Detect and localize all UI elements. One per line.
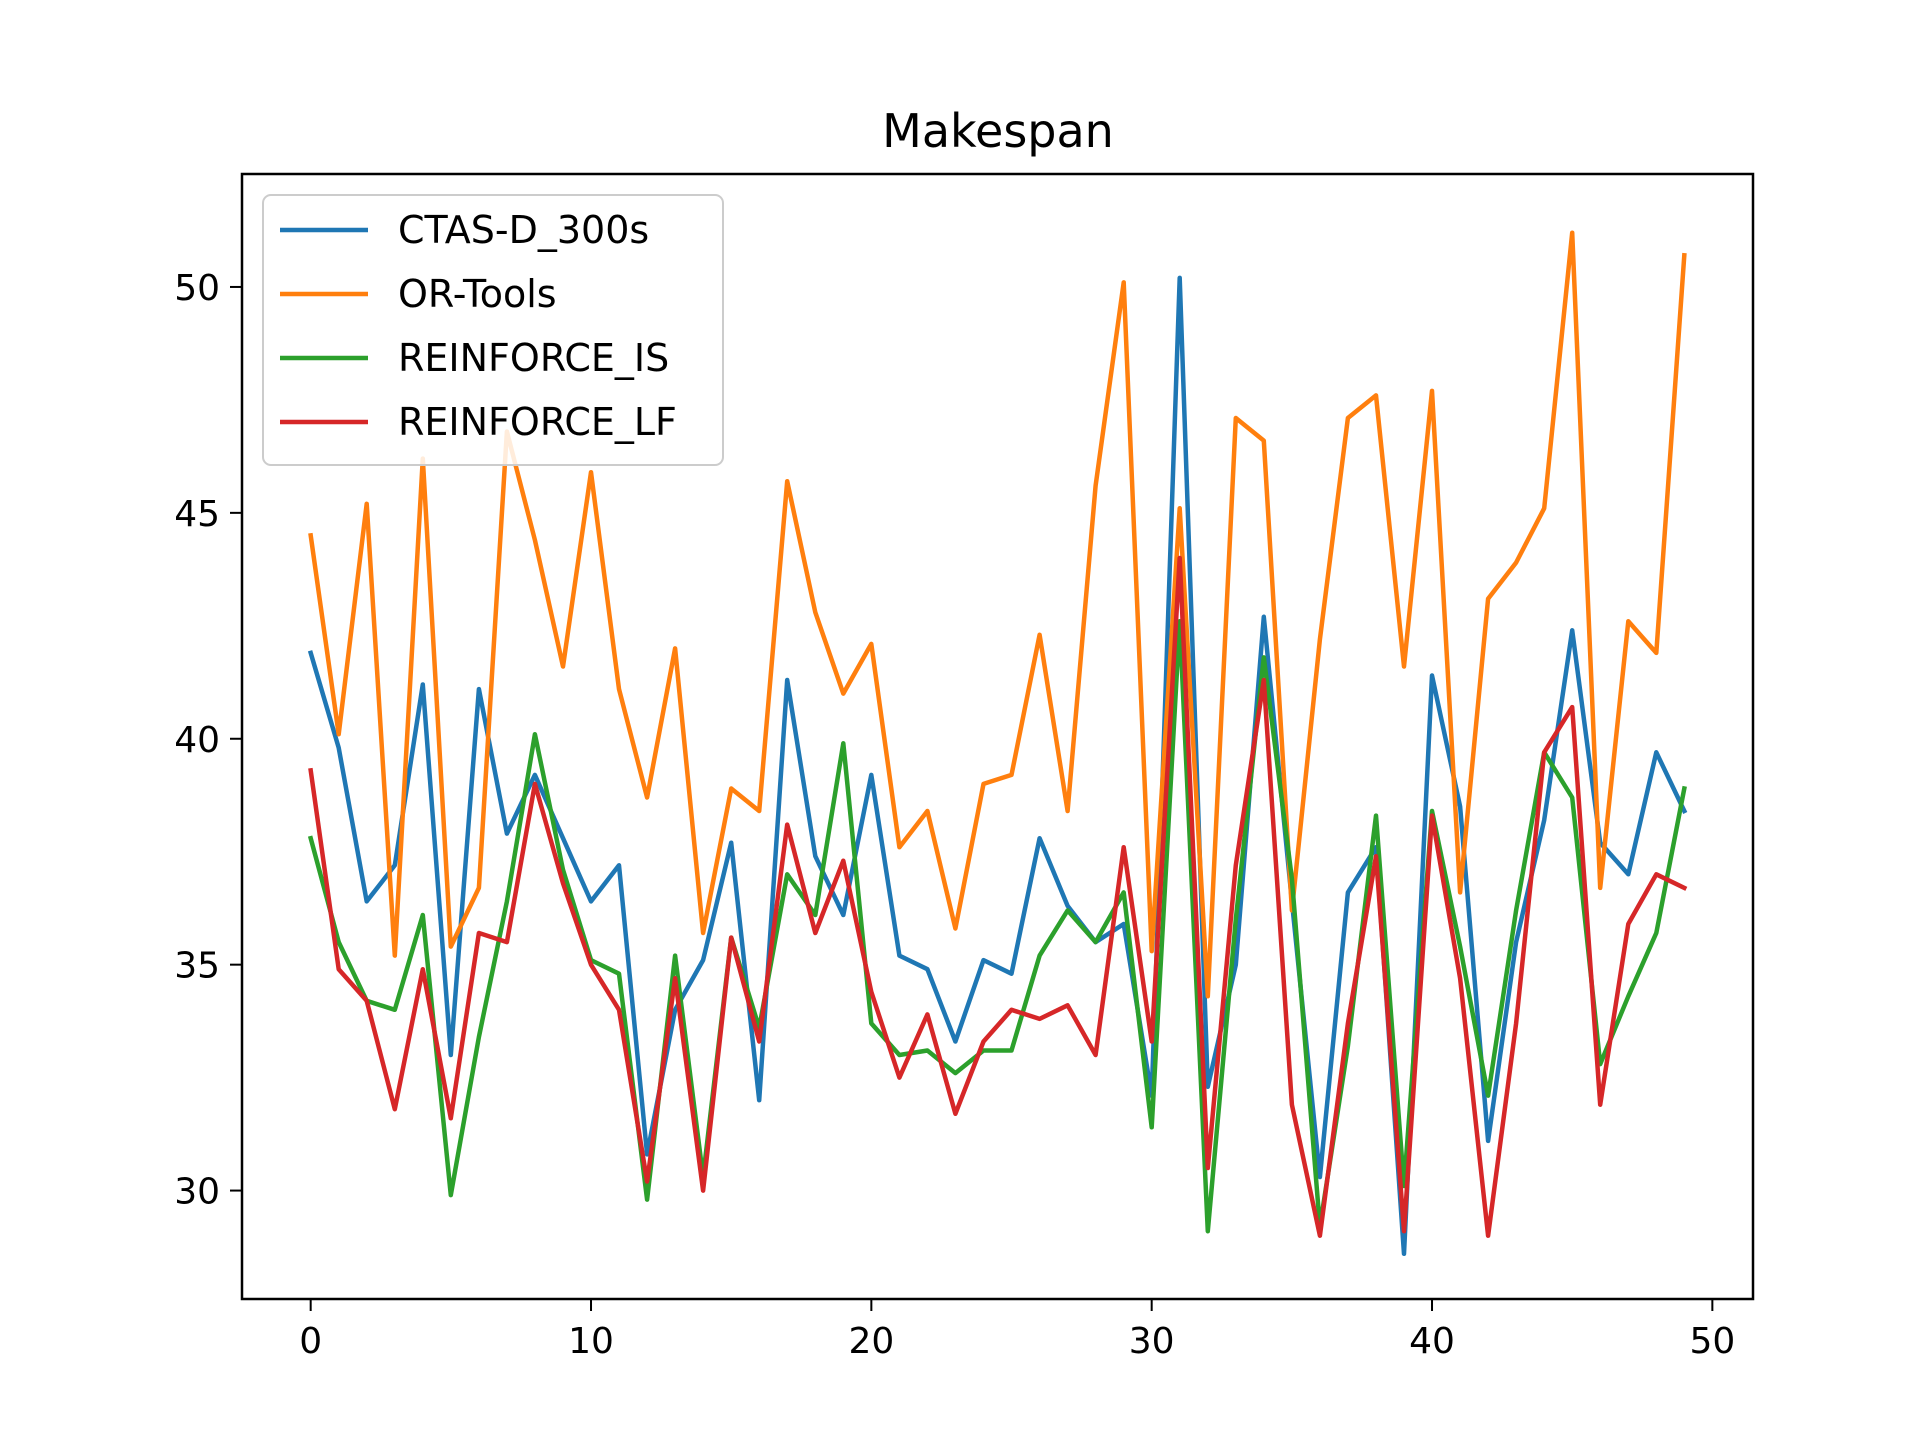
legend-box xyxy=(262,194,724,466)
x-axis-ticks: 0 10 20 30 40 50 xyxy=(299,1299,1735,1362)
legend-label: REINFORCE_IS xyxy=(398,336,669,380)
legend-label: CTAS-D_300s xyxy=(398,208,649,252)
legend-label: REINFORCE_LF xyxy=(398,400,677,444)
plot-lines xyxy=(307,230,1688,1257)
y-tick-label: 50 xyxy=(174,268,220,309)
y-tick-label: 30 xyxy=(174,1172,220,1213)
legend: CTAS-D_300s OR-Tools REINFORCE_IS REINFORCE… xyxy=(262,194,724,466)
series-line-1 xyxy=(308,230,1687,999)
plot-frame xyxy=(240,172,1755,1301)
x-tick-label: 40 xyxy=(1409,1321,1455,1362)
y-tick-label: 35 xyxy=(174,946,220,987)
x-tick-label: 50 xyxy=(1689,1321,1735,1362)
y-axis-ticks: 30 35 40 45 50 xyxy=(174,268,242,1213)
legend-label: OR-Tools xyxy=(398,272,557,316)
y-tick-label: 45 xyxy=(174,494,220,535)
series-line-3 xyxy=(308,555,1688,1238)
x-tick-label: 30 xyxy=(1129,1321,1175,1362)
series-line-2 xyxy=(307,619,1687,1234)
x-tick-label: 0 xyxy=(299,1321,322,1362)
y-tick-label: 40 xyxy=(174,720,220,761)
x-tick-label: 20 xyxy=(848,1321,894,1362)
x-tick-label: 10 xyxy=(568,1321,614,1362)
chart-title: Makespan xyxy=(882,104,1114,158)
